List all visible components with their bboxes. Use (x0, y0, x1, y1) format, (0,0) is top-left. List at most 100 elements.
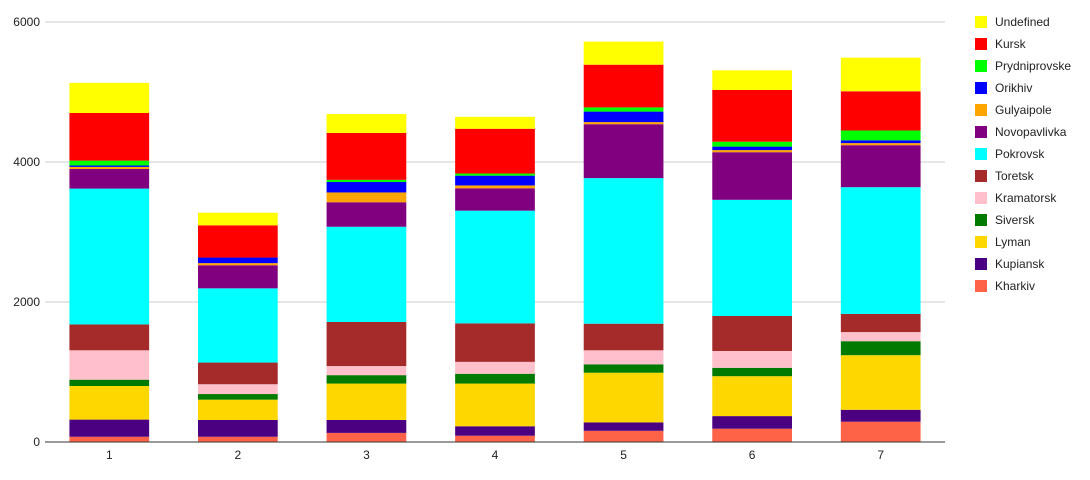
bar-segment-kupiansk-1 (69, 419, 150, 437)
bar-segment-orikhiv-7 (840, 140, 921, 144)
legend-label: Prydniprovske (995, 59, 1071, 73)
bar-segment-toretsk-3 (326, 321, 407, 367)
legend-swatch (975, 38, 987, 50)
bar-segment-orikhiv-1 (69, 165, 150, 167)
legend-swatch (975, 148, 987, 160)
bar-segment-orikhiv-2 (198, 257, 278, 264)
legend-label: Lyman (995, 235, 1031, 249)
legend: Undefined Kursk Prydniprovske Orikhiv Gulyai… (975, 15, 1071, 293)
bar-segment-toretsk-7 (840, 313, 921, 333)
bar-segment-kharkiv-4 (455, 435, 535, 442)
bar-segment-siversk-1 (69, 379, 150, 386)
legend-item-siversk: Siversk (975, 213, 1035, 227)
bar-segment-kramatorsk-4 (455, 361, 535, 374)
bar-segment-novopavlivka-1 (69, 169, 150, 189)
y-tick-label: 6000 (13, 15, 40, 29)
bar-segment-kramatorsk-7 (840, 332, 921, 342)
bar-segment-kupiansk-5 (583, 422, 664, 431)
x-tick-label: 7 (877, 448, 884, 462)
bar-segment-toretsk-1 (69, 324, 150, 351)
bar-segment-kramatorsk-5 (583, 350, 664, 365)
legend-item-undefined: Undefined (975, 15, 1050, 29)
legend-swatch (975, 258, 987, 270)
bar-segment-pokrovsk-4 (455, 210, 535, 324)
bar-segment-pokrovsk-7 (840, 187, 921, 314)
legend-label: Kupiansk (995, 257, 1045, 271)
bar-segment-undefined-4 (455, 116, 535, 129)
bar-segment-lyman-5 (583, 372, 664, 423)
bar-stack-4 (455, 116, 535, 442)
bar-segment-kharkiv-2 (198, 436, 278, 442)
bar-segment-pokrovsk-2 (198, 288, 278, 363)
legend-label: Gulyaipole (995, 103, 1052, 117)
legend-swatch (975, 236, 987, 248)
bars (69, 41, 921, 442)
bar-segment-kharkiv-5 (583, 430, 664, 442)
legend-item-kramatorsk: Kramatorsk (975, 191, 1057, 205)
bar-segment-kramatorsk-2 (198, 384, 278, 395)
bar-segment-pokrovsk-5 (583, 178, 664, 324)
bar-stack-7 (840, 57, 921, 442)
legend-label: Siversk (995, 213, 1035, 227)
bar-segment-lyman-6 (712, 376, 792, 417)
legend-swatch (975, 60, 987, 72)
legend-swatch (975, 192, 987, 204)
legend-label: Toretsk (995, 169, 1035, 183)
bar-segment-lyman-7 (840, 355, 921, 410)
legend-item-novopavlivka: Novopavlivka (975, 125, 1067, 139)
bar-segment-toretsk-2 (198, 362, 278, 385)
bar-segment-kharkiv-3 (326, 432, 407, 442)
bar-segment-lyman-3 (326, 383, 407, 420)
x-tick-label: 5 (620, 448, 627, 462)
bar-stack-6 (712, 70, 792, 442)
bar-segment-lyman-4 (455, 383, 535, 427)
bar-segment-undefined-3 (326, 114, 407, 133)
bar-segment-kursk-3 (326, 132, 407, 180)
bar-segment-kupiansk-2 (198, 419, 278, 437)
legend-item-prydniprovske: Prydniprovske (975, 59, 1071, 73)
legend-item-gulyaipole: Gulyaipole (975, 103, 1052, 117)
bar-segment-undefined-6 (712, 70, 792, 90)
bar-segment-orikhiv-4 (455, 175, 535, 186)
bar-segment-gulyaipole-7 (840, 143, 921, 146)
bar-segment-gulyaipole-5 (583, 122, 664, 125)
bar-stack-1 (69, 82, 150, 442)
bar-segment-prydniprovske-4 (455, 173, 535, 176)
bar-segment-kupiansk-3 (326, 419, 407, 433)
bar-segment-siversk-5 (583, 364, 664, 373)
bar-segment-orikhiv-5 (583, 111, 664, 123)
bar-segment-novopavlivka-4 (455, 188, 535, 211)
legend-swatch (975, 170, 987, 182)
legend-item-kharkiv: Kharkiv (975, 279, 1035, 293)
bar-segment-prydniprovske-3 (326, 179, 407, 182)
legend-label: Kramatorsk (995, 191, 1057, 205)
bar-segment-kursk-7 (840, 91, 921, 131)
bar-segment-kramatorsk-3 (326, 366, 407, 376)
legend-item-toretsk: Toretsk (975, 169, 1035, 183)
y-axis-tick-labels: 0 2000 4000 6000 (13, 15, 40, 449)
legend-item-lyman: Lyman (975, 235, 1031, 249)
legend-label: Orikhiv (995, 81, 1032, 95)
bar-segment-kursk-4 (455, 128, 535, 174)
legend-swatch (975, 82, 987, 94)
legend-item-kupiansk: Kupiansk (975, 257, 1045, 271)
bar-segment-kursk-2 (198, 225, 278, 258)
bar-segment-pokrovsk-1 (69, 188, 150, 325)
legend-swatch (975, 126, 987, 138)
bar-segment-kramatorsk-6 (712, 351, 792, 368)
y-tick-label: 0 (33, 435, 40, 449)
bar-segment-pokrovsk-6 (712, 199, 792, 316)
bar-segment-kupiansk-4 (455, 426, 535, 436)
bar-segment-novopavlivka-6 (712, 152, 792, 200)
bar-segment-siversk-4 (455, 373, 535, 384)
bar-segment-prydniprovske-5 (583, 107, 664, 112)
bar-segment-kupiansk-6 (712, 416, 792, 429)
bar-segment-undefined-1 (69, 82, 150, 113)
bar-segment-siversk-2 (198, 394, 278, 400)
bar-segment-kursk-6 (712, 89, 792, 142)
bar-segment-novopavlivka-5 (583, 124, 664, 179)
bar-segment-gulyaipole-1 (69, 166, 150, 169)
bar-segment-kupiansk-7 (840, 409, 921, 422)
bar-segment-kramatorsk-1 (69, 350, 150, 380)
